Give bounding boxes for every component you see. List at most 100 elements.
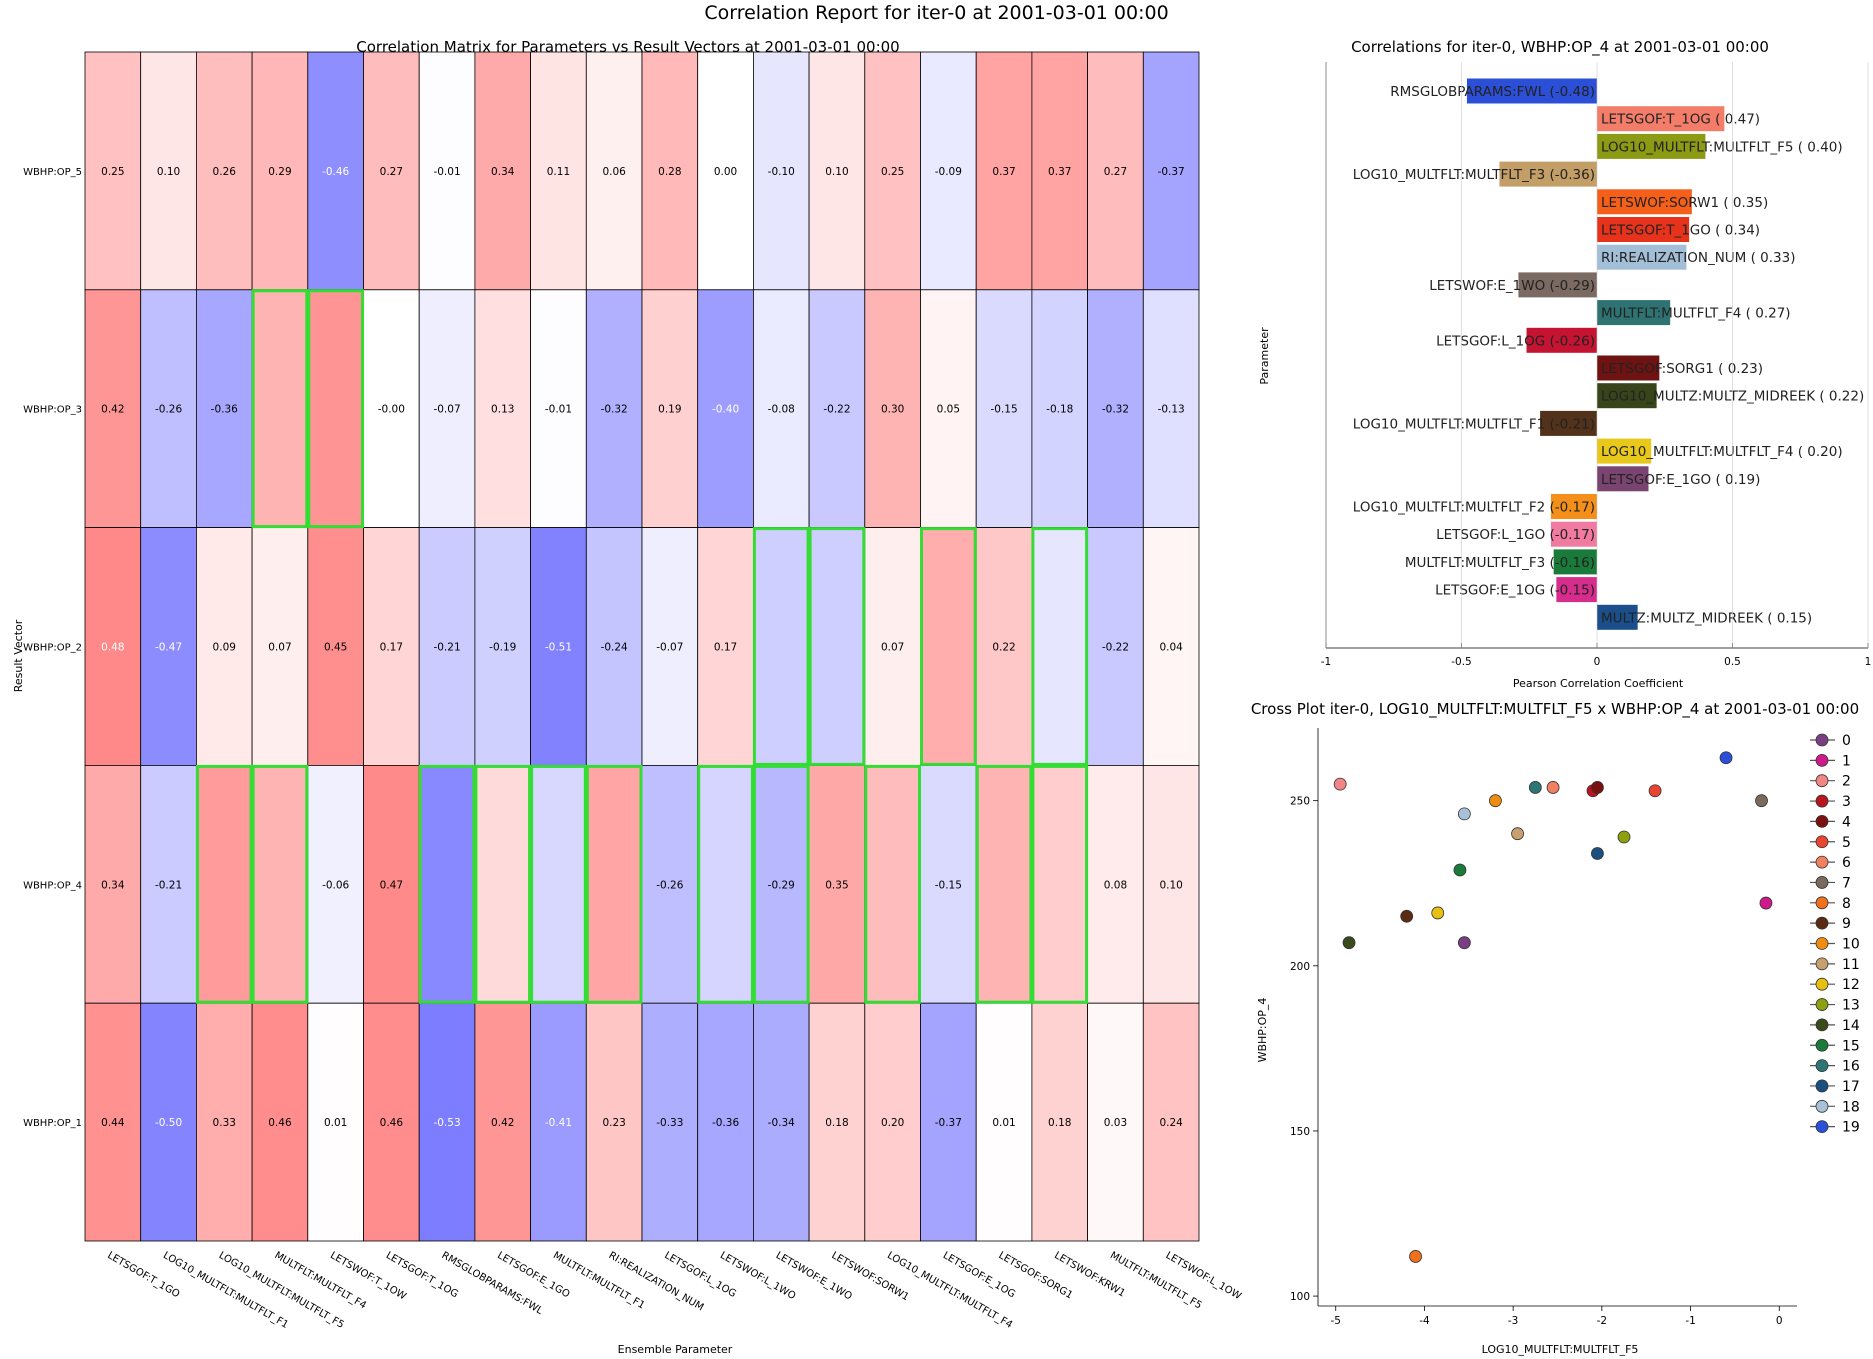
matrix-cell[interactable] [1087,289,1144,528]
matrix-cell[interactable] [251,765,309,1004]
matrix-cell[interactable] [307,1002,364,1242]
legend-marker[interactable] [1815,1120,1829,1134]
matrix-cell[interactable] [808,289,866,528]
matrix-cells[interactable]: 0.25 0.10 0.26 0.29 -0.46 0.27 -0.01 0.34 0.11 0.… [84,51,1200,1242]
matrix-cell[interactable] [530,51,587,291]
correlation-bar[interactable] [1597,466,1649,492]
correlation-bar[interactable] [1597,355,1660,381]
scatter-point[interactable] [1591,847,1604,860]
matrix-cell[interactable] [753,51,810,291]
matrix-cell[interactable] [307,289,364,528]
matrix-cell[interactable] [920,527,977,766]
bar-chart-bars[interactable]: RMSGLOBPARAMS:FWL (-0.48) LETSGOF:T_1OG (… [1353,78,1864,630]
scatter-point[interactable] [1617,830,1631,844]
matrix-cell[interactable] [1031,527,1089,766]
matrix-cell[interactable] [975,765,1033,1004]
matrix-cell[interactable] [697,765,754,1004]
legend-marker[interactable] [1815,835,1829,849]
matrix-cell[interactable] [1031,1002,1089,1242]
matrix-cell[interactable] [1142,1002,1200,1242]
correlation-bar[interactable] [1540,410,1597,436]
matrix-cell[interactable] [195,765,253,1004]
scatter-point[interactable] [1759,896,1773,910]
legend-marker[interactable] [1815,753,1829,767]
matrix-cell[interactable] [1142,289,1200,528]
correlation-bar[interactable] [1597,133,1706,159]
matrix-cell[interactable] [1087,51,1144,291]
correlation-bar[interactable] [1597,244,1687,270]
matrix-cell[interactable] [251,1002,309,1242]
legend-marker[interactable] [1815,977,1829,991]
correlation-bar[interactable] [1518,272,1597,298]
correlation-bar[interactable] [1550,494,1597,519]
matrix-cell[interactable] [920,51,977,291]
scatter-point[interactable] [1648,784,1662,798]
matrix-cell[interactable] [585,51,643,291]
legend-marker[interactable] [1815,957,1829,971]
matrix-cell[interactable] [84,289,142,528]
legend-marker[interactable] [1815,896,1829,910]
matrix-cell[interactable] [697,289,754,528]
matrix-cell[interactable] [753,1002,810,1242]
matrix-cell[interactable] [864,527,921,766]
matrix-cell[interactable] [864,51,921,291]
scatter-point[interactable] [1457,936,1471,950]
legend-marker[interactable] [1815,1018,1829,1032]
correlation-bar[interactable] [1597,438,1652,464]
correlation-bar[interactable] [1597,383,1657,409]
matrix-cell[interactable] [808,527,866,766]
matrix-cell[interactable] [920,1002,977,1242]
matrix-cell[interactable] [140,765,197,1004]
matrix-cell[interactable] [307,765,364,1004]
matrix-cell[interactable] [530,289,587,528]
legend-marker[interactable] [1815,998,1829,1011]
matrix-cell[interactable] [195,51,253,291]
correlation-bar[interactable] [1597,300,1671,326]
matrix-cell[interactable] [920,765,977,1004]
scatter-point[interactable] [1489,794,1502,808]
matrix-cell[interactable] [363,1002,420,1242]
matrix-cell[interactable] [975,289,1033,528]
matrix-cell[interactable] [1087,527,1144,766]
scatter-points[interactable] [1333,751,1773,1263]
matrix-cell[interactable] [585,765,643,1004]
correlation-bar[interactable] [1597,189,1692,215]
scatter-point[interactable] [1755,794,1768,808]
matrix-cell[interactable] [84,527,142,766]
matrix-cell[interactable] [530,527,587,766]
matrix-cell[interactable] [808,51,866,291]
matrix-cell[interactable] [251,527,309,766]
matrix-cell[interactable] [195,289,253,528]
matrix-cell[interactable] [1087,765,1144,1004]
matrix-cell[interactable] [1142,527,1200,766]
matrix-cell[interactable] [363,51,420,291]
matrix-cell[interactable] [641,51,699,291]
matrix-cell[interactable] [1142,51,1200,291]
matrix-cell[interactable] [697,527,754,766]
matrix-cell[interactable] [641,527,699,766]
legend-marker[interactable] [1815,1079,1829,1093]
matrix-cell[interactable] [251,289,309,528]
matrix-cell[interactable] [307,527,364,766]
scatter-point[interactable] [1457,807,1471,821]
legend-marker[interactable] [1815,815,1829,828]
matrix-cell[interactable] [84,51,142,291]
matrix-cell[interactable] [84,765,142,1004]
scatter-point[interactable] [1719,751,1733,765]
matrix-cell[interactable] [530,1002,587,1242]
matrix-cell[interactable] [975,51,1033,291]
matrix-cell[interactable] [808,765,866,1004]
matrix-cell[interactable] [1142,765,1200,1004]
scatter-point[interactable] [1546,781,1560,794]
scatter-point[interactable] [1453,863,1467,877]
correlation-bar[interactable] [1499,161,1597,187]
matrix-cell[interactable] [585,527,643,766]
matrix-cell[interactable] [251,51,309,291]
matrix-cell[interactable] [1031,765,1089,1004]
matrix-cell[interactable] [697,1002,754,1242]
legend-marker[interactable] [1815,1099,1829,1113]
scatter-point[interactable] [1591,781,1604,794]
matrix-cell[interactable] [140,1002,197,1242]
legend-marker[interactable] [1815,855,1829,869]
scatter-point[interactable] [1342,936,1356,950]
